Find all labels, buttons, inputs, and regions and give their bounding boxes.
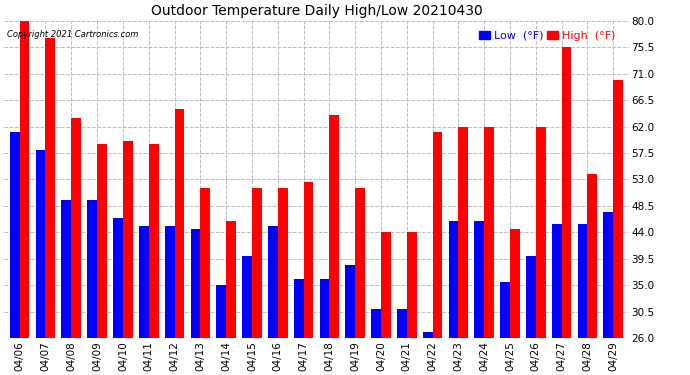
Bar [252,188,262,338]
Bar [36,150,46,338]
Bar [200,188,210,338]
Bar [175,109,184,338]
Bar [526,256,536,338]
Bar [500,282,510,338]
Bar [10,132,19,338]
Bar [510,230,520,338]
Bar [562,47,571,338]
Bar [329,115,339,338]
Bar [552,224,562,338]
Bar [190,230,200,338]
Bar [268,226,278,338]
Text: Copyright 2021 Cartronics.com: Copyright 2021 Cartronics.com [8,30,139,39]
Bar [604,212,613,338]
Bar [242,256,252,338]
Bar [139,226,149,338]
Bar [319,279,329,338]
Title: Outdoor Temperature Daily High/Low 20210430: Outdoor Temperature Daily High/Low 20210… [150,4,482,18]
Bar [355,188,365,338]
Bar [113,217,123,338]
Bar [278,188,288,338]
Bar [536,126,546,338]
Bar [97,144,107,338]
Bar [475,220,484,338]
Bar [346,265,355,338]
Bar [448,220,458,338]
Bar [423,332,433,338]
Bar [87,200,97,338]
Bar [304,182,313,338]
Legend: Low  (°F), High  (°F): Low (°F), High (°F) [477,30,617,42]
Bar [149,144,159,338]
Bar [226,220,236,338]
Bar [61,200,71,338]
Bar [46,38,55,338]
Bar [371,309,381,338]
Bar [397,309,407,338]
Bar [433,132,442,338]
Bar [578,224,587,338]
Bar [381,232,391,338]
Bar [217,285,226,338]
Bar [587,174,598,338]
Bar [458,126,469,338]
Bar [484,126,494,338]
Bar [407,232,417,338]
Bar [613,80,623,338]
Bar [123,141,132,338]
Bar [165,226,175,338]
Bar [294,279,304,338]
Bar [19,21,30,338]
Bar [71,118,81,338]
